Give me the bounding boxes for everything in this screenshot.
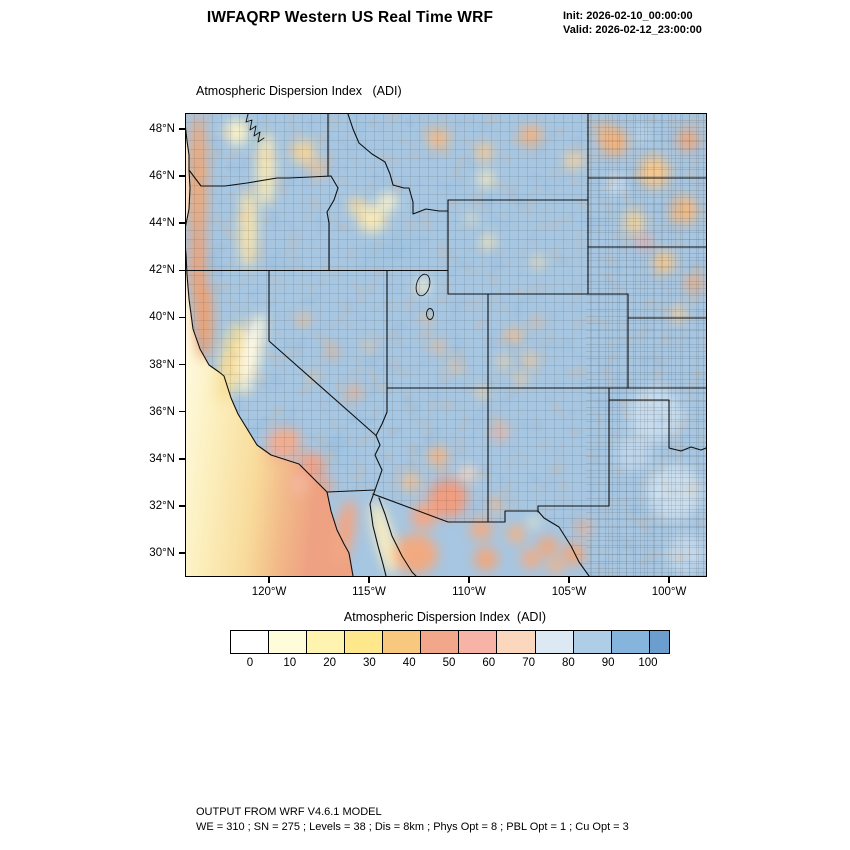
county-grid-plains — [586, 114, 706, 576]
map-panel: 48°N 46°N 44°N 42°N — [149, 113, 707, 598]
lat-tickmark — [179, 552, 186, 554]
lat-tick-label: 48°N — [149, 123, 175, 135]
colorbar-cell — [649, 631, 669, 653]
field-label: Atmospheric Dispersion Index (ADI) — [196, 84, 402, 98]
colorbar-cell — [535, 631, 574, 653]
footer: OUTPUT FROM WRF V4.6.1 MODEL WE = 310 ; … — [196, 805, 629, 834]
colorbar — [230, 630, 670, 654]
lat-tick-label: 40°N — [149, 311, 175, 324]
model-source-line: OUTPUT FROM WRF V4.6.1 MODEL — [196, 806, 382, 818]
colorbar-cell — [269, 631, 308, 653]
lat-tickmark — [179, 128, 186, 130]
lon-tick-label: 105°W — [551, 586, 587, 598]
plot-title: IWFAQRP Western US Real Time WRF — [206, 9, 494, 26]
lat-tick-label: 46°N — [149, 170, 175, 183]
lon-axis: 120°W 115°W 110°W 105°W — [252, 576, 686, 602]
lat-tick-label: 44°N — [149, 217, 175, 230]
colorbar-cell — [383, 631, 422, 653]
colorbar-cell — [611, 631, 650, 653]
colorbar-cell — [345, 631, 384, 653]
lat-tickmark — [179, 316, 186, 319]
model-config-line: WE = 310 ; SN = 275 ; Levels = 38 ; Dis … — [196, 820, 629, 833]
lat-tickmark — [179, 505, 186, 507]
lon-tickmark — [268, 576, 270, 583]
colorbar-ticks: 0 10 20 30 40 50 60 70 80 90 100 — [246, 657, 658, 669]
colorbar-cell — [497, 631, 536, 653]
lat-tickmark — [179, 175, 186, 177]
coastline-and-international-borders — [186, 114, 590, 576]
lat-tick-label: 30°N — [149, 546, 175, 559]
lat-tick-label: 34°N — [149, 452, 175, 465]
colorbar-cell — [459, 631, 498, 653]
lat-tick-label: 36°N — [149, 405, 175, 418]
lon-tickmark — [668, 576, 670, 583]
state-borders — [186, 114, 706, 523]
lat-tickmark — [179, 410, 186, 413]
lon-tickmark — [368, 576, 370, 583]
ocean-field — [186, 132, 353, 576]
great-salt-lake — [415, 273, 434, 320]
lat-tick-label: 42°N — [149, 264, 175, 277]
map-canvas — [186, 114, 706, 576]
lon-tickmark — [468, 576, 470, 583]
lat-tickmark — [179, 269, 186, 272]
model-timestamps: Init: 2026-02-10_00:00:00 Valid: 2026-02… — [563, 9, 702, 37]
lon-tickmark — [568, 576, 570, 583]
lon-tick-label: 110°W — [452, 586, 486, 598]
lat-tick-label: 32°N — [149, 499, 175, 512]
lat-tickmark — [179, 222, 186, 224]
colorbar-cell — [231, 631, 270, 653]
lon-tick-label: 100°W — [651, 586, 687, 598]
colorbar-cell — [421, 631, 460, 653]
colorbar-label: Atmospheric Dispersion Index (ADI) — [343, 610, 547, 624]
colorbar-cell — [573, 631, 612, 653]
valid-timestamp: Valid: 2026-02-12_23:00:00 — [563, 24, 702, 36]
lat-axis: 48°N 46°N 44°N 42°N — [116, 123, 186, 559]
lat-tick-label: 38°N — [149, 358, 175, 371]
lon-tick-label: 120°W — [251, 586, 287, 598]
lon-tick-label: 115°W — [352, 586, 386, 598]
lat-tickmark — [179, 458, 186, 460]
init-timestamp: Init: 2026-02-10_00:00:00 — [563, 10, 693, 22]
lat-tickmark — [179, 363, 186, 366]
colorbar-cell — [307, 631, 346, 653]
